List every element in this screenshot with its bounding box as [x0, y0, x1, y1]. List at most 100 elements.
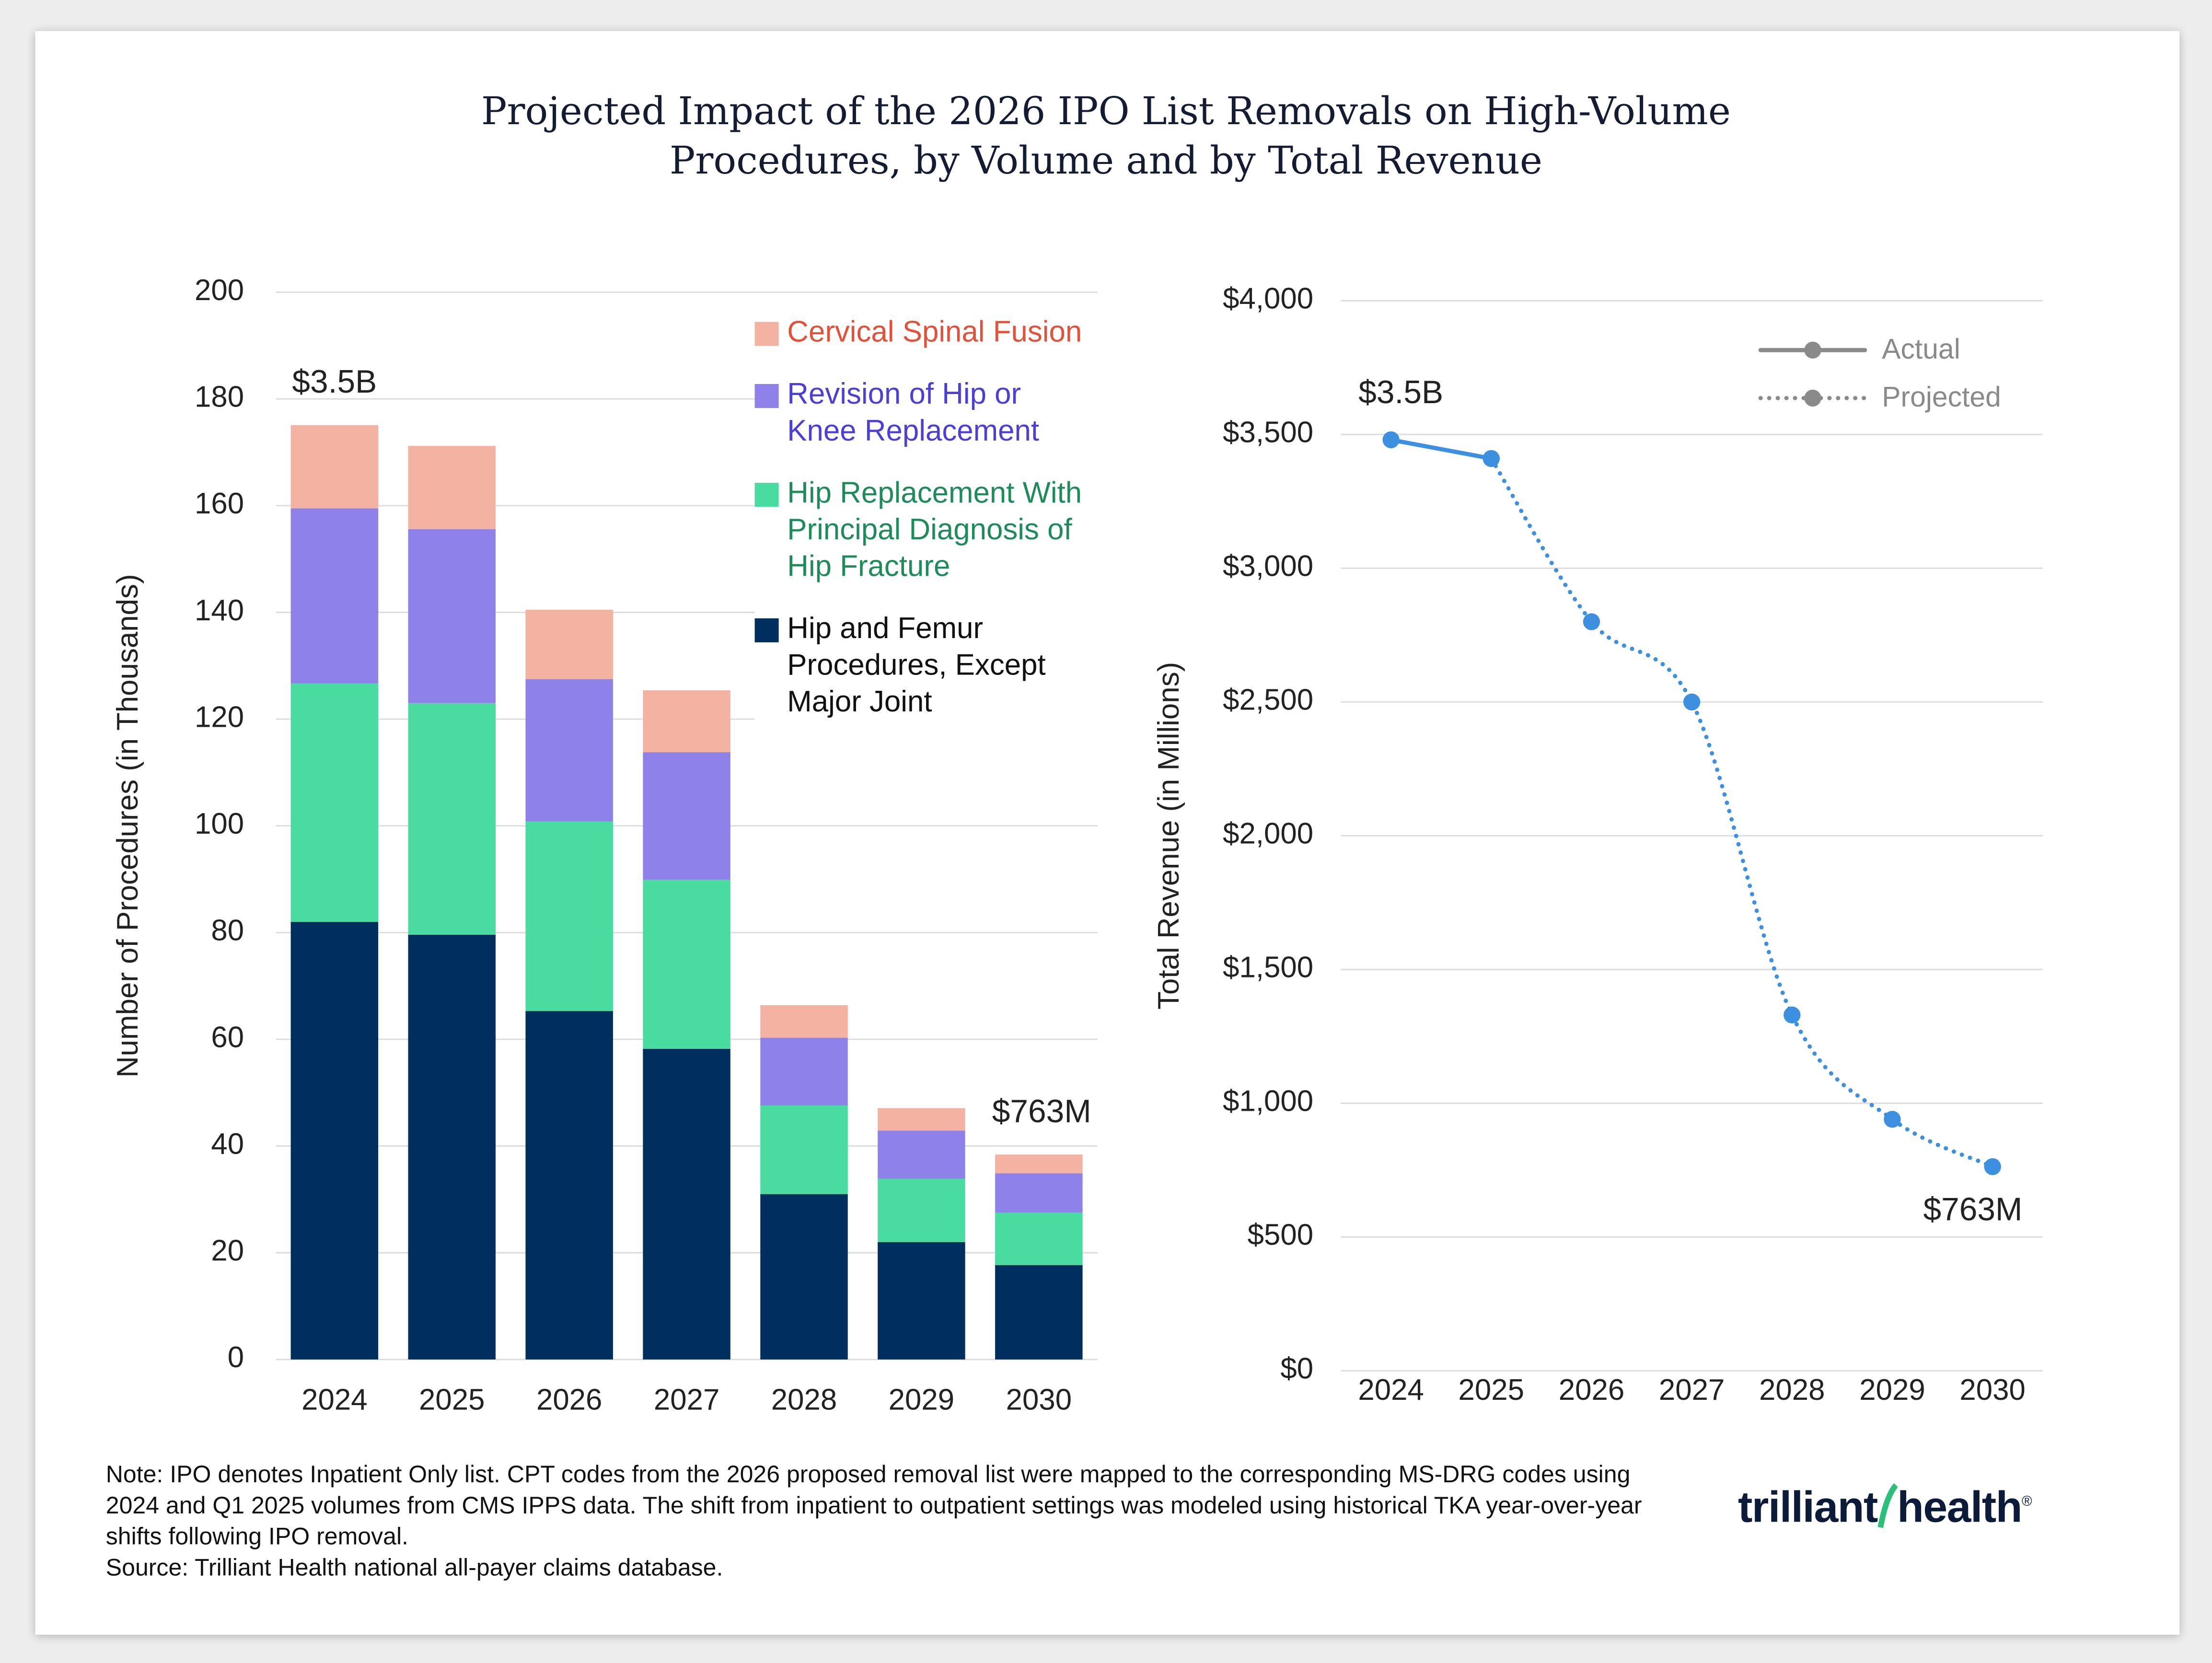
value-label: $763M — [1923, 1192, 2022, 1228]
annotation: $763M — [992, 1093, 1091, 1129]
bar-segment — [408, 529, 496, 703]
logo-text: trilliant — [1738, 1482, 1878, 1532]
bar-segment — [643, 690, 730, 753]
y-tick-label: $0 — [1280, 1352, 1313, 1385]
y-tick-label: 80 — [211, 914, 244, 947]
logo-text: health — [1897, 1482, 2022, 1532]
y-tick-label: $500 — [1248, 1219, 1313, 1252]
legend-label: Hip Replacement With Principal Diagnosis… — [787, 477, 1082, 583]
y-tick-label: $3,500 — [1223, 416, 1313, 449]
legend-icon — [1758, 389, 1867, 407]
legend-item: Revision of Hip or Knee Replacement — [754, 377, 1077, 450]
y-tick-label: 140 — [195, 594, 244, 627]
bar-segment — [878, 1242, 965, 1360]
bar-segment — [643, 880, 730, 1049]
legend-label: Revision of Hip or Knee Replacement — [787, 378, 1040, 448]
logo-swoosh — [1877, 1483, 1898, 1528]
y-tick-label: $4,000 — [1223, 282, 1313, 315]
y-tick-label: 100 — [195, 807, 244, 840]
bar-segment — [408, 446, 496, 529]
bar-segment — [760, 1005, 848, 1038]
x-tick-label: 2029 — [889, 1384, 954, 1417]
point — [1884, 1111, 1901, 1128]
legend-label: Projected — [1882, 383, 2001, 414]
legend-icon — [1758, 341, 1867, 359]
point — [1382, 431, 1400, 449]
legend-swatch — [754, 322, 779, 346]
y-tick-label: $1,000 — [1223, 1085, 1313, 1118]
legend-swatch — [754, 384, 779, 408]
legend: Cervical Spinal Fusion Revision of Hip or… — [754, 314, 1140, 753]
bar-segment — [525, 679, 613, 822]
x-tick-label: 2027 — [654, 1384, 719, 1417]
bar-segment — [878, 1108, 965, 1131]
legend-label: Actual — [1882, 334, 1960, 366]
legend-swatch — [754, 618, 779, 642]
bar-segment — [878, 1130, 965, 1179]
x-tick-label: 2028 — [771, 1384, 837, 1417]
footnote: Note: IPO denotes Inpatient Only list. C… — [106, 1460, 1686, 1584]
x-tick-label: 2027 — [1659, 1373, 1725, 1407]
y-tick-label: $2,500 — [1223, 684, 1313, 717]
point — [1984, 1158, 2001, 1175]
bar-segment — [290, 425, 379, 509]
bar-segment — [995, 1173, 1083, 1213]
y-axis-title: Total Revenue (in Millions) — [1152, 662, 1185, 1010]
legend-label: Cervical Spinal Fusion — [787, 316, 1082, 349]
chart-title: Projected Impact of the 2026 IPO List Re… — [481, 90, 1731, 184]
x-tick-label: 2025 — [419, 1384, 485, 1417]
line-series — [1389, 438, 1494, 461]
y-tick-label: 60 — [211, 1021, 244, 1054]
legend-item: Hip Replacement With Principal Diagnosis… — [754, 476, 1119, 586]
x-tick-label: 2026 — [1559, 1373, 1624, 1407]
x-tick-label: 2025 — [1459, 1373, 1524, 1407]
point — [1783, 1006, 1801, 1023]
legend-dot — [1804, 341, 1821, 359]
y-tick-label: 20 — [211, 1234, 244, 1268]
source: Source: Trilliant Health national all-pa… — [105, 1554, 723, 1582]
x-tick-label: 2026 — [536, 1384, 602, 1417]
bar-segment — [995, 1265, 1083, 1360]
y-tick-label: 40 — [211, 1128, 244, 1161]
x-tick-label: 2029 — [1859, 1373, 1925, 1407]
y-tick-label: 0 — [228, 1341, 244, 1374]
legend-item: Cervical Spinal Fusion — [754, 315, 1140, 352]
value-label: $3.5B — [1358, 374, 1443, 410]
line-series — [1489, 456, 1995, 1169]
x-tick-label: 2030 — [1006, 1384, 1072, 1417]
x-tick-label: 2028 — [1759, 1373, 1825, 1407]
bar-segment — [290, 508, 379, 684]
card — [35, 31, 2180, 1635]
legend-item: Actual — [1758, 330, 2001, 378]
bar-segment — [643, 752, 730, 880]
y-axis-title: Number of Procedures (in Thousands) — [111, 574, 144, 1077]
logo: trilliant health® — [1738, 1482, 2032, 1532]
bar-segment — [290, 922, 379, 1360]
bar-segment — [878, 1178, 965, 1242]
bar-segment — [525, 1011, 613, 1360]
point — [1482, 450, 1500, 467]
x-tick-label: 2030 — [1959, 1373, 2025, 1407]
legend-item: Hip and Femur Procedures, Except Major J… — [754, 611, 1077, 721]
y-tick-label: 200 — [195, 274, 244, 307]
bar-segment — [408, 703, 496, 935]
bar-segment — [995, 1154, 1083, 1174]
note: Note: IPO denotes Inpatient Only list. C… — [105, 1461, 1642, 1550]
legend-item: Projected — [1758, 378, 2001, 426]
bar-segment — [525, 821, 613, 1011]
y-tick-label: 120 — [195, 700, 244, 733]
bar-segment — [995, 1212, 1083, 1265]
y-tick-label: 180 — [195, 381, 244, 414]
bar-segment — [408, 934, 496, 1360]
legend: Actual Projected — [1758, 330, 2001, 426]
bar-segment — [290, 683, 379, 922]
y-tick-label: $1,500 — [1223, 951, 1313, 984]
annotation: $3.5B — [292, 364, 377, 400]
bar-segment — [760, 1194, 848, 1360]
x-tick-label: 2024 — [301, 1384, 367, 1417]
x-tick-label: 2024 — [1358, 1373, 1424, 1407]
bar-segment — [643, 1048, 730, 1360]
